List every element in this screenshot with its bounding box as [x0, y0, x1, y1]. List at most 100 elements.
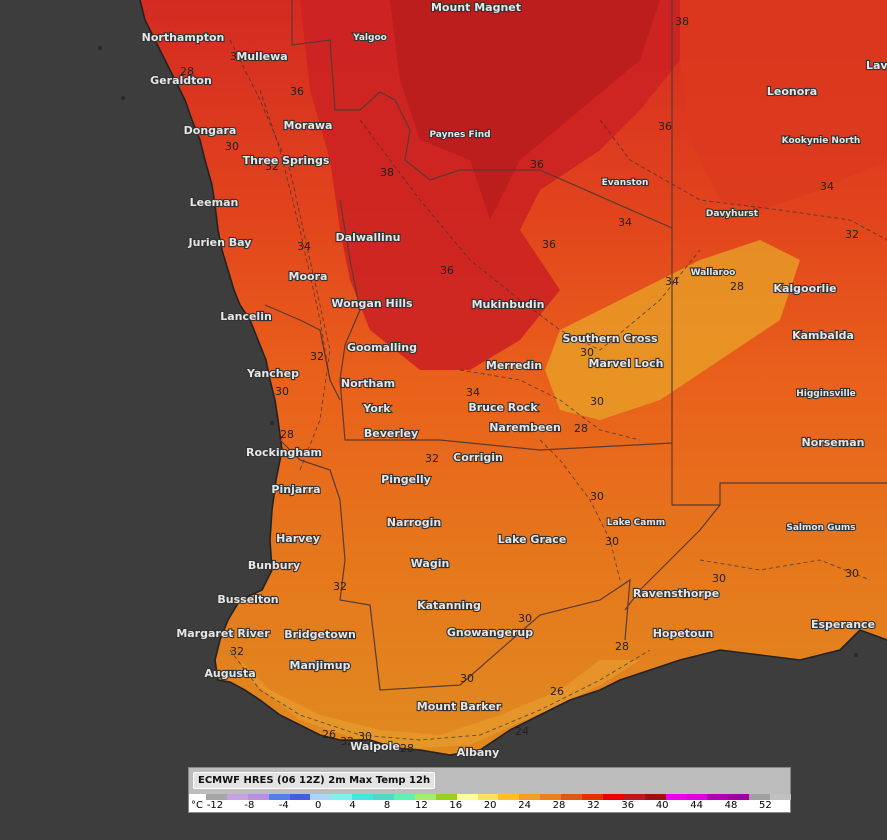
town-label: Kambalda — [792, 329, 854, 342]
legend-swatch — [477, 794, 499, 800]
legend-title-bar: ECMWF HRES (06 12Z) 2m Max Temp 12h — [189, 768, 790, 794]
hot-zone-36 — [390, 0, 660, 220]
legend-tick: 20 — [483, 800, 497, 811]
town-labels: Mount Magnet Northampton Mullewa Geraldt… — [141, 0, 887, 760]
legend-color-bar — [206, 794, 791, 800]
contour-label: 32 — [310, 350, 324, 363]
contour-label: 30 — [712, 572, 726, 585]
legend-swatch — [206, 794, 227, 800]
town-label: Yanchep — [246, 367, 299, 380]
legend-tick: 16 — [449, 800, 463, 811]
town-label: Mount Barker — [417, 700, 502, 713]
legend-swatch — [247, 794, 269, 800]
contour-label: 36 — [542, 238, 556, 251]
town-label: Kalgoorlie — [773, 282, 836, 295]
legend-tick: 0 — [315, 800, 322, 811]
legend-swatch — [331, 794, 353, 800]
contour-label: 28 — [615, 640, 629, 653]
town-label: York — [362, 402, 391, 415]
town-label: Jurien Bay — [188, 236, 252, 249]
town-label-small: Kookynie North — [782, 136, 861, 146]
contour-lines — [229, 39, 887, 741]
legend-swatch — [770, 794, 791, 800]
contour-label: 34 — [665, 275, 679, 288]
town-label: Bruce Rock — [468, 401, 538, 414]
legend-swatch — [728, 794, 750, 800]
town-label: Harvey — [276, 532, 320, 545]
hot-zone-east — [680, 0, 887, 210]
legend-tick: 4 — [349, 800, 356, 811]
town-label: Leonora — [767, 85, 817, 98]
legend-swatch — [498, 794, 520, 800]
contour-label: 30 — [605, 535, 619, 548]
legend-swatch — [602, 794, 624, 800]
contour-label: 30 — [580, 346, 594, 359]
legend-swatch — [310, 794, 332, 800]
town-label: Wagin — [411, 557, 450, 570]
islands — [98, 46, 858, 657]
legend: ECMWF HRES (06 12Z) 2m Max Temp 12h °C -… — [188, 767, 791, 813]
contour-label: 30 — [460, 672, 474, 685]
contour-label: 36 — [440, 264, 454, 277]
legend-swatch — [352, 794, 374, 800]
contour-label: 36 — [530, 158, 544, 171]
town-label: Marvel Loch — [589, 357, 664, 370]
town-label: Narembeen — [489, 421, 561, 434]
legend-swatch — [226, 794, 248, 800]
legend-swatch — [623, 794, 645, 800]
contour-label: 30 — [358, 730, 372, 743]
contour-label: 32 — [333, 580, 347, 593]
contour-label: 34 — [466, 386, 480, 399]
contour-label: 30 — [275, 385, 289, 398]
town-label: Pinjarra — [271, 483, 320, 496]
town-label: Beverley — [364, 427, 418, 440]
legend-swatch — [435, 794, 457, 800]
town-label: Bunbury — [248, 559, 300, 572]
town-label: Corrigin — [453, 451, 503, 464]
town-label-small: Salmon Gums — [786, 523, 855, 533]
contour-label: 34 — [297, 240, 311, 253]
town-label: Southern Cross — [562, 332, 658, 345]
coastline — [139, 0, 887, 756]
town-label: Geraldton — [150, 74, 212, 87]
small-town-labels: Yalgoo Paynes Find Evanston Kookynie Nor… — [351, 32, 861, 534]
region-borders — [264, 0, 887, 691]
contour-labels: 38 34 28 30 32 36 34 38 36 34 32 30 28 3… — [180, 15, 859, 755]
legend-swatch — [373, 794, 395, 800]
legend-tick: -4 — [278, 800, 289, 811]
legend-tick: 32 — [587, 800, 600, 811]
contour-label: 28 — [180, 65, 194, 78]
town-label: Rockingham — [246, 446, 322, 459]
contour-label: 30 — [845, 567, 859, 580]
contour-label: 28 — [280, 428, 294, 441]
town-label: Moora — [289, 270, 328, 283]
contour-label: 32 — [425, 452, 439, 465]
town-label: Mukinbudin — [472, 298, 545, 311]
town-label: Goomalling — [347, 341, 417, 354]
town-label: Dongara — [184, 124, 237, 137]
town-label: Hopetoun — [653, 627, 714, 640]
legend-tick: 52 — [759, 800, 772, 811]
contour-label: 26 — [322, 728, 336, 741]
legend-swatch — [394, 794, 415, 800]
legend-swatch — [582, 794, 603, 800]
town-label: Merredin — [486, 359, 542, 372]
town-label-small: Paynes Find — [429, 130, 490, 140]
town-label: Norseman — [802, 436, 865, 449]
town-label: Northam — [341, 377, 395, 390]
contour-label: 30 — [590, 490, 604, 503]
legend-tick: 40 — [655, 800, 669, 811]
contour-label: 30 — [518, 612, 532, 625]
contour-label: 32 — [340, 735, 354, 748]
legend-tick: 28 — [552, 800, 566, 811]
town-label-small: Evanston — [602, 178, 649, 188]
contour-label: 36 — [658, 120, 672, 133]
legend-swatch — [561, 794, 583, 800]
legend-title: ECMWF HRES (06 12Z) 2m Max Temp 12h — [193, 772, 436, 789]
town-label: Augusta — [204, 667, 255, 680]
contour-label: 34 — [820, 180, 834, 193]
contour-label: 38 — [380, 166, 394, 179]
legend-swatch — [268, 794, 290, 800]
